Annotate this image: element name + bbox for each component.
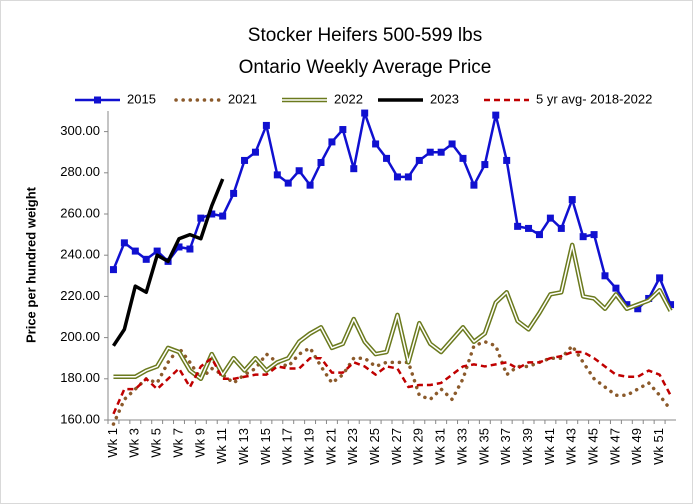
point [667,301,675,309]
point [317,159,325,166]
point [350,165,358,173]
y-tick-label: 260.00 [60,205,100,220]
point [459,154,467,162]
point [568,196,576,204]
x-tick-label: Wk 51 [651,428,666,465]
point [656,274,664,282]
x-tick-label: Wk 47 [607,428,622,465]
point [142,255,150,263]
point [481,161,489,169]
y-tick-label: 200.00 [60,329,100,344]
legend-label: 2015 [127,91,156,106]
point [383,154,391,162]
point [153,247,161,255]
x-tick-label: Wk 9 [192,428,207,458]
point [535,231,543,239]
legend-marker [94,96,101,104]
point [557,224,565,232]
point [404,173,412,181]
x-tick-label: Wk 7 [170,428,185,458]
chart-title: Stocker Heifers 500-599 lbs [248,25,482,46]
point [426,148,434,156]
x-tick-label: Wk 27 [389,428,404,465]
point [241,156,249,164]
chart-title: Ontario Weekly Average Price [239,57,492,78]
x-tick-label: Wk 33 [454,428,469,465]
point [295,167,303,175]
point [273,171,281,179]
point [492,111,500,119]
point [251,148,259,156]
x-tick-label: Wk 31 [433,428,448,465]
x-tick-label: Wk 35 [476,428,491,465]
x-tick-label: Wk 49 [629,428,644,465]
point [361,109,369,117]
point [120,239,128,247]
series-line [112,178,225,347]
point [186,245,194,253]
legend-label: 5 yr avg- 2018-2022 [536,91,652,106]
x-tick-label: Wk 39 [520,428,535,465]
point [208,210,216,218]
point [579,233,587,241]
series-line [111,339,673,426]
x-tick-label: Wk 13 [236,428,251,465]
x-tick-label: Wk 3 [127,428,142,458]
point [262,121,270,129]
point [601,272,609,280]
series-line [112,111,672,311]
point [393,173,401,181]
point [339,126,347,134]
point [219,212,227,220]
y-tick-label: 300.00 [60,123,100,138]
point [623,301,631,309]
x-tick-label: Wk 29 [411,428,426,465]
point [175,243,183,251]
series-line [113,244,672,380]
point [230,189,238,197]
x-tick-label: Wk 1 [105,428,120,458]
y-tick-label: 240.00 [60,247,100,262]
point [525,224,533,232]
legend-label: 2022 [334,91,363,106]
point [546,214,554,222]
x-tick-label: Wk 21 [323,428,338,465]
point [503,156,511,164]
point [131,247,139,255]
point [590,231,598,239]
point [437,148,445,156]
x-tick-label: Wk 37 [498,428,513,465]
point [197,214,205,222]
x-tick-label: Wk 23 [345,428,360,465]
x-tick-label: Wk 5 [149,428,164,458]
point [109,266,117,274]
point [612,284,620,292]
point [284,179,292,187]
x-tick-label: Wk 45 [586,428,601,465]
x-tick-label: Wk 15 [258,428,273,465]
point [448,140,456,148]
point [470,181,478,189]
x-tick-label: Wk 11 [214,428,229,464]
point [328,138,336,146]
point [634,305,642,313]
x-tick-label: Wk 25 [367,428,382,465]
point [514,222,522,230]
y-tick-label: 180.00 [60,370,100,385]
y-axis-label: Price per hundred weight [23,186,38,343]
y-tick-label: 220.00 [60,288,100,303]
series-line [112,350,672,415]
x-tick-label: Wk 41 [542,428,557,465]
x-tick-label: Wk 17 [280,428,295,465]
point [306,181,314,189]
legend-label: 2021 [228,91,257,106]
x-tick-label: Wk 19 [302,428,317,465]
legend-label: 2023 [430,91,459,106]
point [372,140,380,148]
point [415,156,423,164]
x-tick-label: Wk 43 [564,428,579,465]
y-tick-label: 280.00 [60,164,100,179]
y-tick-label: 160.00 [60,411,100,426]
